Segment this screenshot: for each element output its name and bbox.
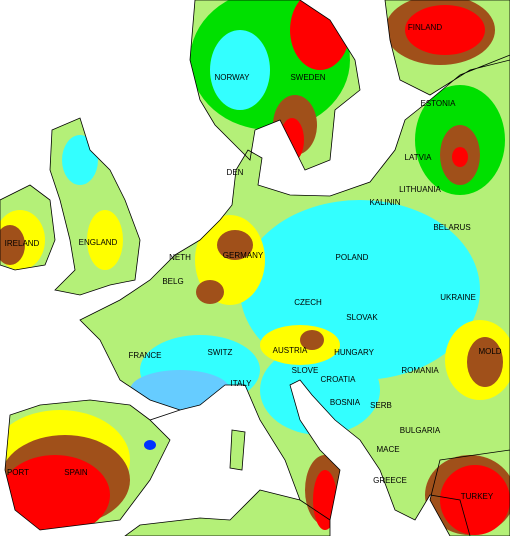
country-label: ROMANIA [401, 366, 439, 375]
country-label: BELG [162, 277, 183, 286]
zone [260, 345, 380, 435]
zone [87, 210, 123, 270]
zone [440, 465, 510, 535]
country-label: SWITZ [208, 348, 233, 357]
country-label: ESTONIA [421, 99, 457, 108]
country-label: SLOVE [292, 366, 319, 375]
country-label: NETH [169, 253, 191, 262]
country-label: MOLD [478, 347, 501, 356]
zone [196, 280, 224, 304]
zone [0, 455, 110, 535]
country-label: ENGLAND [79, 238, 118, 247]
country-label: NORWAY [215, 73, 251, 82]
country-label: SLOVAK [346, 313, 378, 322]
country-label: BULGARIA [400, 426, 441, 435]
country-label: DEN [227, 168, 244, 177]
country-label: POLAND [336, 253, 369, 262]
zone [467, 337, 503, 387]
country-label: KALININ [369, 198, 400, 207]
country-label: UKRAINE [440, 293, 476, 302]
country-label: SWEDEN [290, 73, 325, 82]
zone [452, 147, 468, 167]
country-label: GERMANY [223, 251, 264, 260]
country-label: MACE [376, 445, 399, 454]
country-label: BELARUS [433, 223, 470, 232]
country-label: PORT [7, 468, 29, 477]
zone [210, 30, 270, 110]
country-label: FINLAND [408, 23, 442, 32]
country-label: TURKEY [461, 492, 494, 501]
country-label: SPAIN [64, 468, 88, 477]
zone [260, 325, 340, 365]
country-label: GREECE [373, 476, 407, 485]
zone [217, 230, 253, 260]
country-label: AUSTRIA [273, 346, 308, 355]
country-label: BOSNIA [330, 398, 361, 407]
country-label: FRANCE [129, 351, 162, 360]
country-label: IRELAND [5, 239, 40, 248]
country-label: LITHUANIA [399, 185, 441, 194]
zone [0, 225, 25, 265]
zone [130, 370, 230, 410]
country-label: LATVIA [405, 153, 433, 162]
country-label: SERB [370, 401, 392, 410]
country-label: CROATIA [321, 375, 357, 384]
zone [144, 440, 156, 450]
zone [300, 330, 324, 350]
country-label: ITALY [230, 379, 252, 388]
zone [405, 5, 485, 55]
country-labels: FINLAND NORWAY SWEDEN ESTONIA LATVIA LIT… [5, 23, 502, 501]
country-label: HUNGARY [334, 348, 375, 357]
country-label: CZECH [294, 298, 322, 307]
